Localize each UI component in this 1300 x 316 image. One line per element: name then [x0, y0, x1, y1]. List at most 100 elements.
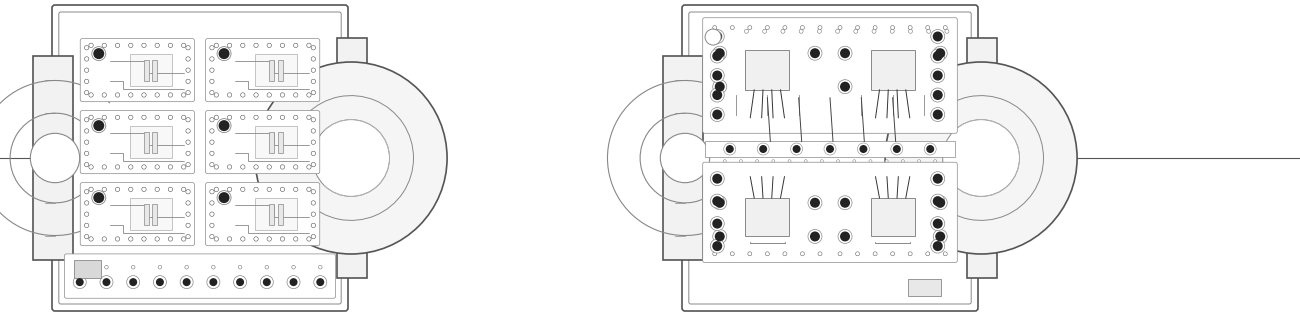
Circle shape [840, 198, 850, 208]
Circle shape [84, 151, 88, 155]
Circle shape [214, 237, 218, 241]
Circle shape [931, 29, 945, 44]
Circle shape [238, 265, 242, 269]
Circle shape [186, 223, 190, 228]
Circle shape [153, 276, 166, 289]
Circle shape [838, 26, 842, 30]
Circle shape [801, 252, 805, 256]
Bar [144, 60, 150, 81]
Circle shape [209, 90, 215, 95]
Circle shape [214, 93, 218, 97]
Circle shape [281, 237, 285, 241]
Circle shape [891, 143, 902, 155]
Circle shape [931, 49, 945, 63]
Circle shape [931, 69, 945, 82]
Circle shape [757, 143, 770, 155]
Circle shape [935, 198, 945, 208]
Circle shape [926, 252, 929, 256]
Circle shape [168, 115, 173, 119]
Circle shape [186, 212, 190, 216]
Circle shape [781, 29, 785, 33]
Circle shape [265, 265, 269, 269]
Circle shape [209, 201, 215, 205]
Circle shape [186, 190, 190, 194]
Circle shape [893, 145, 901, 153]
Circle shape [142, 93, 146, 97]
Circle shape [294, 187, 298, 191]
Circle shape [932, 51, 942, 61]
Circle shape [155, 115, 160, 119]
Circle shape [755, 160, 759, 163]
Bar [277, 204, 282, 225]
Circle shape [254, 93, 259, 97]
Circle shape [94, 120, 104, 131]
Circle shape [254, 43, 259, 48]
Circle shape [715, 231, 725, 241]
Circle shape [725, 145, 733, 153]
Circle shape [186, 118, 190, 122]
Circle shape [182, 278, 191, 286]
Circle shape [660, 133, 710, 183]
Circle shape [218, 48, 230, 59]
Circle shape [809, 46, 822, 60]
Circle shape [710, 239, 724, 253]
Circle shape [217, 47, 231, 61]
Circle shape [88, 237, 94, 241]
FancyBboxPatch shape [52, 5, 348, 311]
Circle shape [218, 120, 230, 131]
Circle shape [316, 278, 324, 286]
Circle shape [287, 276, 300, 289]
Circle shape [209, 118, 215, 122]
Bar [907, 279, 941, 296]
Circle shape [217, 191, 231, 205]
Circle shape [88, 93, 94, 97]
Circle shape [263, 278, 270, 286]
Circle shape [92, 118, 105, 133]
Circle shape [281, 43, 285, 48]
Circle shape [805, 160, 807, 163]
FancyBboxPatch shape [689, 12, 971, 304]
Bar [967, 38, 997, 278]
Circle shape [255, 62, 447, 254]
Circle shape [142, 187, 146, 191]
Circle shape [186, 57, 190, 61]
Circle shape [131, 265, 135, 269]
Circle shape [266, 237, 272, 241]
Circle shape [78, 265, 82, 269]
Circle shape [783, 252, 786, 256]
FancyBboxPatch shape [205, 39, 320, 102]
FancyBboxPatch shape [81, 183, 195, 246]
Circle shape [168, 165, 173, 169]
Circle shape [932, 196, 942, 206]
Circle shape [818, 29, 822, 33]
Circle shape [129, 43, 133, 48]
Circle shape [240, 187, 244, 191]
Circle shape [290, 278, 298, 286]
Circle shape [291, 265, 295, 269]
Circle shape [891, 252, 894, 256]
Circle shape [712, 51, 723, 61]
Circle shape [909, 26, 913, 30]
Circle shape [209, 234, 215, 239]
Circle shape [182, 43, 186, 48]
Circle shape [809, 229, 822, 243]
Circle shape [715, 198, 725, 208]
Circle shape [94, 48, 104, 59]
Circle shape [926, 145, 935, 153]
Circle shape [73, 276, 86, 289]
Circle shape [227, 237, 231, 241]
Bar [144, 204, 150, 225]
Circle shape [818, 26, 822, 30]
Circle shape [294, 237, 298, 241]
Circle shape [186, 129, 190, 133]
Circle shape [311, 140, 316, 144]
Circle shape [723, 160, 727, 163]
FancyBboxPatch shape [682, 5, 978, 311]
Bar [269, 204, 274, 225]
Circle shape [891, 26, 894, 30]
Circle shape [766, 252, 770, 256]
Circle shape [266, 165, 272, 169]
Circle shape [800, 29, 803, 33]
Circle shape [932, 90, 942, 100]
Circle shape [209, 140, 215, 144]
